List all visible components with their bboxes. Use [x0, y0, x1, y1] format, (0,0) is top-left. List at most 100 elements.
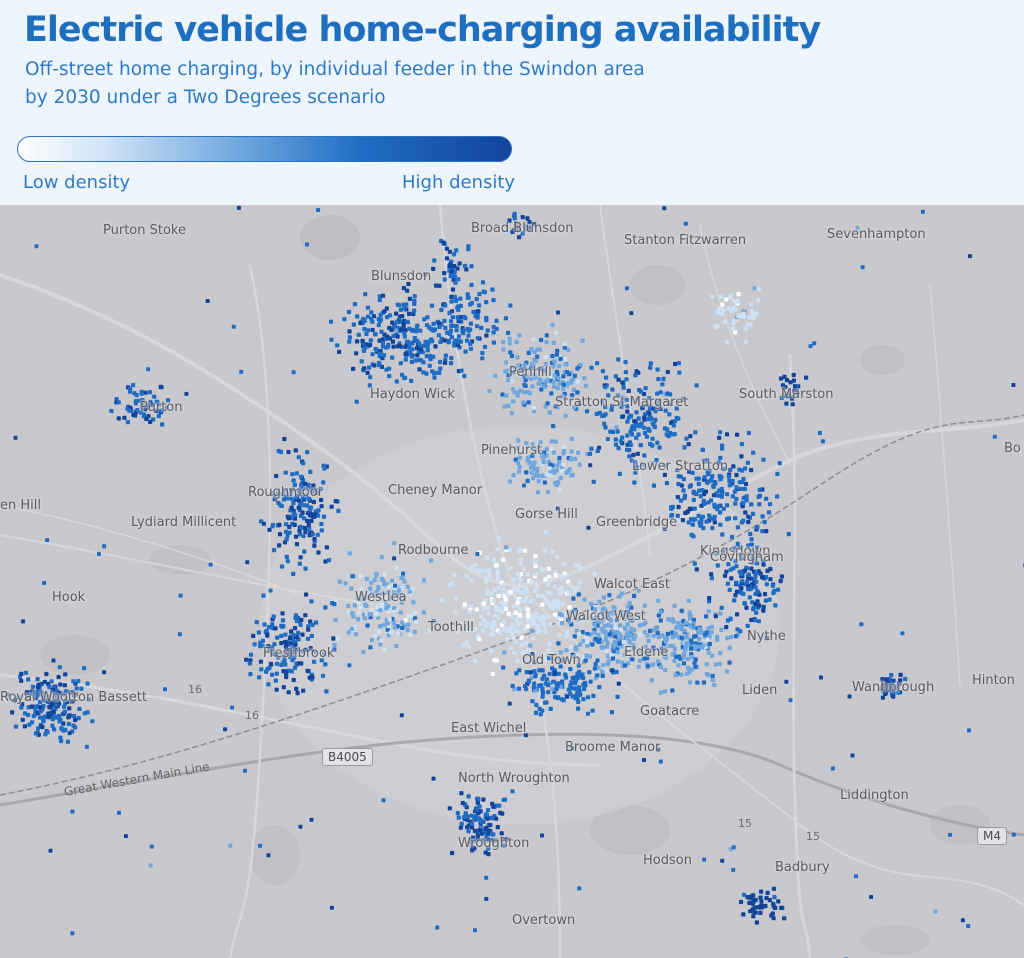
feeder-dot	[767, 898, 772, 903]
feeder-dot	[336, 508, 341, 513]
feeder-dot	[421, 370, 426, 375]
feeder-dot	[38, 715, 43, 720]
place-label: Liden	[742, 683, 778, 698]
feeder-dot	[562, 571, 567, 576]
place-label: Walcot East	[594, 577, 670, 592]
feeder-dot	[329, 337, 334, 342]
feeder-dot	[500, 392, 505, 397]
feeder-dot	[464, 267, 469, 272]
feeder-dot	[658, 690, 663, 695]
feeder-dot	[45, 681, 51, 686]
feeder-dot	[627, 639, 632, 644]
feeder-dot	[749, 468, 754, 473]
feeder-dot	[128, 386, 133, 392]
feeder-dot	[283, 632, 288, 637]
feeder-dot	[387, 313, 393, 318]
feeder-dot	[948, 832, 952, 837]
feeder-dot	[748, 531, 753, 537]
feeder-dot	[308, 619, 313, 624]
feeder-dot	[602, 421, 607, 426]
feeder-dot	[292, 665, 297, 670]
feeder-dot	[746, 519, 751, 525]
feeder-dot	[466, 328, 471, 333]
feeder-dot	[724, 569, 729, 574]
feeder-dot	[499, 600, 504, 605]
feeder-dot	[437, 359, 443, 365]
feeder-dot	[545, 489, 550, 495]
feeder-dot	[386, 591, 391, 596]
feeder-dot	[747, 900, 752, 905]
feeder-dot	[656, 613, 661, 618]
map-area[interactable]: Purton Stoke Broad Blunsdon Stanton Fitzwa…	[0, 205, 1024, 958]
feeder-dot	[585, 711, 591, 716]
feeder-dot	[555, 463, 560, 468]
feeder-dot	[507, 218, 512, 223]
feeder-dot	[509, 411, 514, 416]
feeder-dot	[66, 715, 71, 720]
feeder-dot	[900, 631, 905, 636]
feeder-dot	[462, 373, 467, 379]
feeder-dot	[620, 395, 625, 400]
feeder-dot	[358, 320, 363, 326]
feeder-dot	[405, 628, 410, 633]
feeder-dot	[380, 293, 386, 298]
feeder-dot	[609, 710, 614, 715]
feeder-dot	[629, 311, 634, 316]
feeder-dot	[378, 624, 383, 629]
feeder-dot	[605, 662, 610, 667]
road-number: 16	[245, 709, 259, 722]
feeder-dot	[401, 324, 406, 329]
feeder-dot	[564, 630, 570, 635]
feeder-dot	[382, 572, 387, 577]
feeder-dot	[399, 600, 404, 605]
feeder-dot	[738, 552, 743, 557]
feeder-dot	[571, 596, 576, 601]
feeder-dot	[559, 585, 564, 590]
feeder-dot	[740, 504, 745, 509]
place-label: South Marston	[739, 387, 834, 402]
feeder-dot	[470, 845, 475, 850]
feeder-dot	[535, 623, 541, 629]
feeder-dot	[660, 633, 665, 638]
feeder-dot	[422, 272, 428, 277]
feeder-dot	[531, 405, 536, 410]
feeder-dot	[546, 459, 551, 464]
feeder-dot	[516, 548, 522, 553]
feeder-dot	[452, 572, 457, 578]
feeder-dot	[1011, 383, 1016, 387]
feeder-dot	[457, 261, 462, 266]
feeder-dot	[537, 377, 542, 382]
feeder-dot	[532, 222, 537, 227]
feeder-dot	[576, 563, 581, 568]
feeder-dot	[638, 389, 643, 394]
feeder-dot	[896, 690, 901, 695]
feeder-dot	[483, 850, 488, 855]
feeder-dot	[746, 543, 751, 548]
feeder-dot	[603, 404, 608, 409]
feeder-dot	[679, 635, 684, 640]
feeder-dot	[763, 903, 768, 909]
feeder-dot	[464, 574, 469, 579]
feeder-dot	[531, 616, 536, 621]
feeder-dot	[476, 309, 481, 314]
feeder-dot	[302, 526, 307, 531]
feeder-dot	[562, 345, 567, 350]
feeder-dot	[656, 634, 661, 640]
feeder-dot	[683, 635, 689, 640]
feeder-dot	[443, 325, 448, 330]
feeder-dot	[484, 896, 489, 901]
feeder-dot	[767, 502, 773, 507]
feeder-dot	[297, 561, 302, 566]
feeder-dot	[755, 599, 760, 604]
feeder-dot	[487, 389, 492, 393]
feeder-dot	[27, 722, 32, 727]
feeder-dot	[507, 479, 513, 484]
feeder-dot	[310, 622, 315, 628]
feeder-dot	[427, 363, 432, 368]
feeder-dot	[303, 647, 308, 652]
feeder-dot	[455, 629, 460, 634]
feeder-dot	[613, 442, 619, 447]
feeder-dot	[20, 717, 25, 722]
feeder-dot	[293, 642, 298, 647]
feeder-dot	[642, 453, 647, 458]
